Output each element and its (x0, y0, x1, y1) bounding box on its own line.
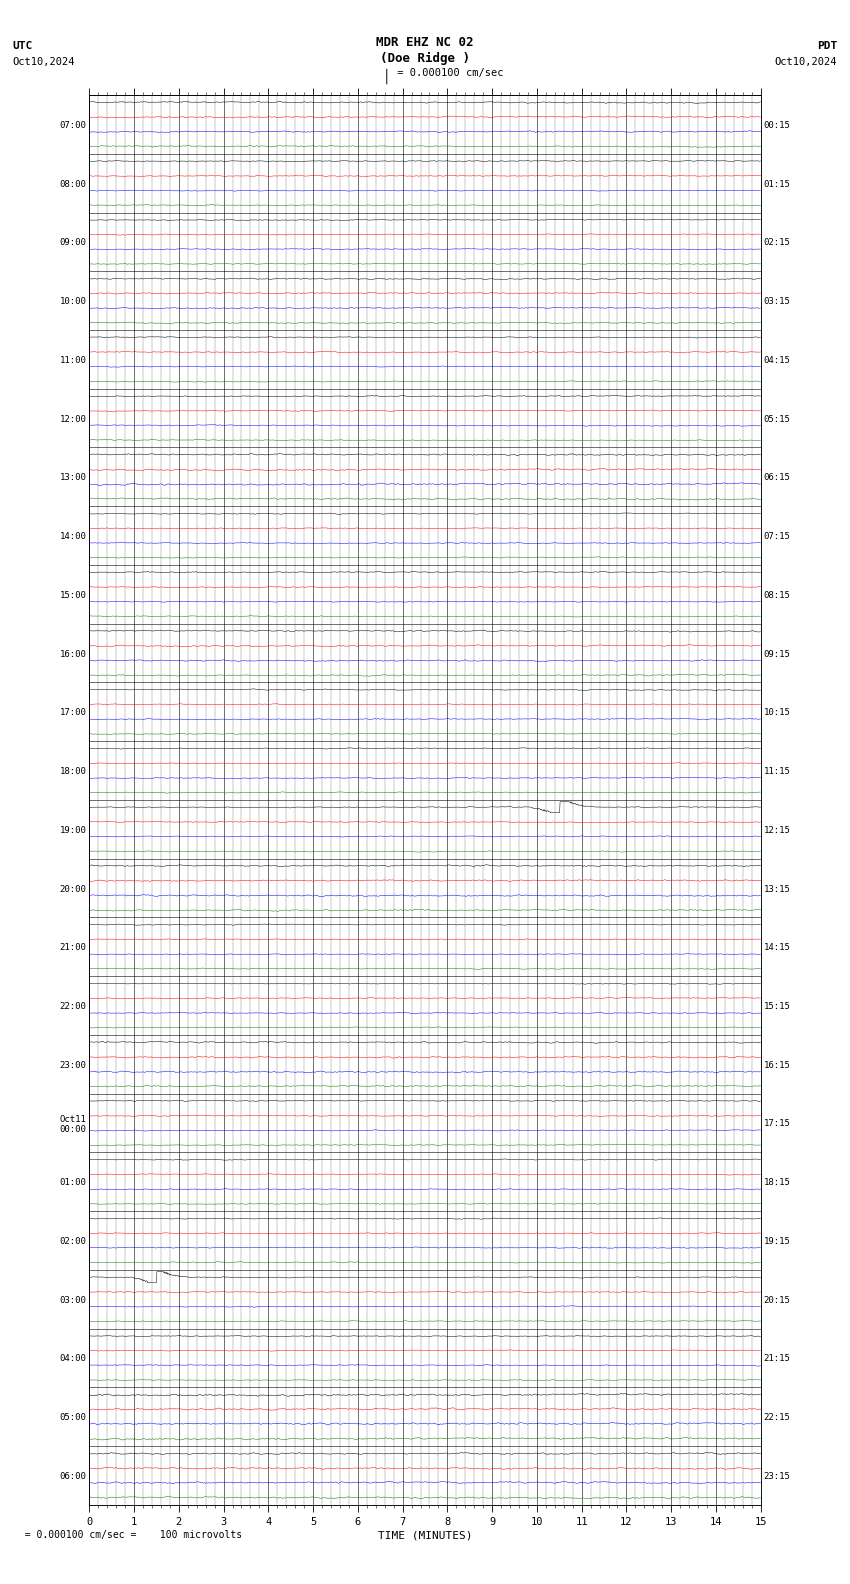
Text: │: │ (383, 68, 390, 84)
Text: = 0.000100 cm/sec: = 0.000100 cm/sec (391, 68, 503, 78)
Text: UTC: UTC (13, 41, 33, 51)
X-axis label: TIME (MINUTES): TIME (MINUTES) (377, 1530, 473, 1541)
Text: Oct10,2024: Oct10,2024 (774, 57, 837, 67)
Text: (Doe Ridge ): (Doe Ridge ) (380, 52, 470, 65)
Text: PDT: PDT (817, 41, 837, 51)
Text: = 0.000100 cm/sec =    100 microvolts: = 0.000100 cm/sec = 100 microvolts (13, 1530, 242, 1540)
Text: MDR EHZ NC 02: MDR EHZ NC 02 (377, 36, 473, 49)
Text: Oct10,2024: Oct10,2024 (13, 57, 76, 67)
